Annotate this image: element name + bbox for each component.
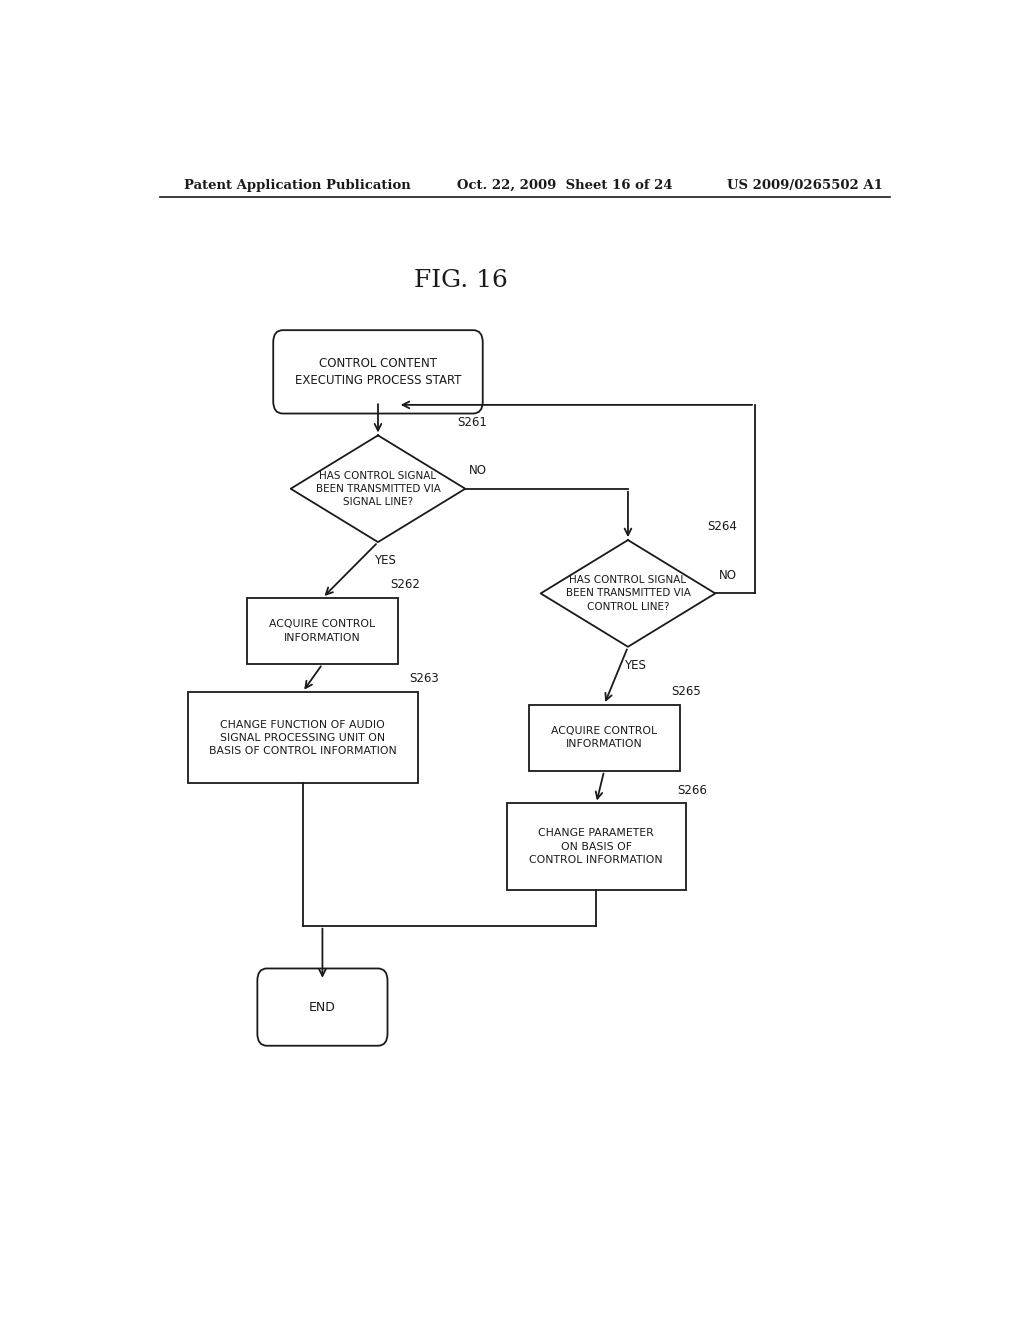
Text: US 2009/0265502 A1: US 2009/0265502 A1 bbox=[727, 178, 883, 191]
Bar bbox=[507, 804, 685, 890]
Text: S264: S264 bbox=[708, 520, 737, 533]
Text: HAS CONTROL SIGNAL
BEEN TRANSMITTED VIA
CONTROL LINE?: HAS CONTROL SIGNAL BEEN TRANSMITTED VIA … bbox=[565, 576, 690, 611]
Text: NO: NO bbox=[469, 463, 487, 477]
Bar bbox=[187, 692, 418, 784]
Text: S265: S265 bbox=[672, 685, 701, 698]
Text: YES: YES bbox=[374, 554, 396, 566]
Text: S261: S261 bbox=[458, 416, 487, 429]
Text: HAS CONTROL SIGNAL
BEEN TRANSMITTED VIA
SIGNAL LINE?: HAS CONTROL SIGNAL BEEN TRANSMITTED VIA … bbox=[315, 470, 440, 507]
Text: S263: S263 bbox=[410, 672, 439, 685]
Text: CHANGE PARAMETER
ON BASIS OF
CONTROL INFORMATION: CHANGE PARAMETER ON BASIS OF CONTROL INF… bbox=[529, 829, 663, 865]
Text: S262: S262 bbox=[390, 578, 420, 591]
Text: NO: NO bbox=[719, 569, 737, 582]
Bar bbox=[528, 705, 680, 771]
Text: Patent Application Publication: Patent Application Publication bbox=[183, 178, 411, 191]
Text: S266: S266 bbox=[678, 784, 708, 796]
Polygon shape bbox=[291, 436, 465, 543]
FancyBboxPatch shape bbox=[257, 969, 387, 1045]
FancyBboxPatch shape bbox=[273, 330, 482, 413]
Text: CHANGE FUNCTION OF AUDIO
SIGNAL PROCESSING UNIT ON
BASIS OF CONTROL INFORMATION: CHANGE FUNCTION OF AUDIO SIGNAL PROCESSI… bbox=[209, 719, 396, 756]
Text: YES: YES bbox=[624, 659, 646, 672]
Text: CONTROL CONTENT
EXECUTING PROCESS START: CONTROL CONTENT EXECUTING PROCESS START bbox=[295, 356, 461, 387]
Text: END: END bbox=[309, 1001, 336, 1014]
Text: FIG. 16: FIG. 16 bbox=[415, 269, 508, 292]
Polygon shape bbox=[541, 540, 715, 647]
Text: ACQUIRE CONTROL
INFORMATION: ACQUIRE CONTROL INFORMATION bbox=[551, 726, 657, 750]
Text: Oct. 22, 2009  Sheet 16 of 24: Oct. 22, 2009 Sheet 16 of 24 bbox=[458, 178, 673, 191]
Text: ACQUIRE CONTROL
INFORMATION: ACQUIRE CONTROL INFORMATION bbox=[269, 619, 376, 643]
Bar bbox=[247, 598, 397, 664]
